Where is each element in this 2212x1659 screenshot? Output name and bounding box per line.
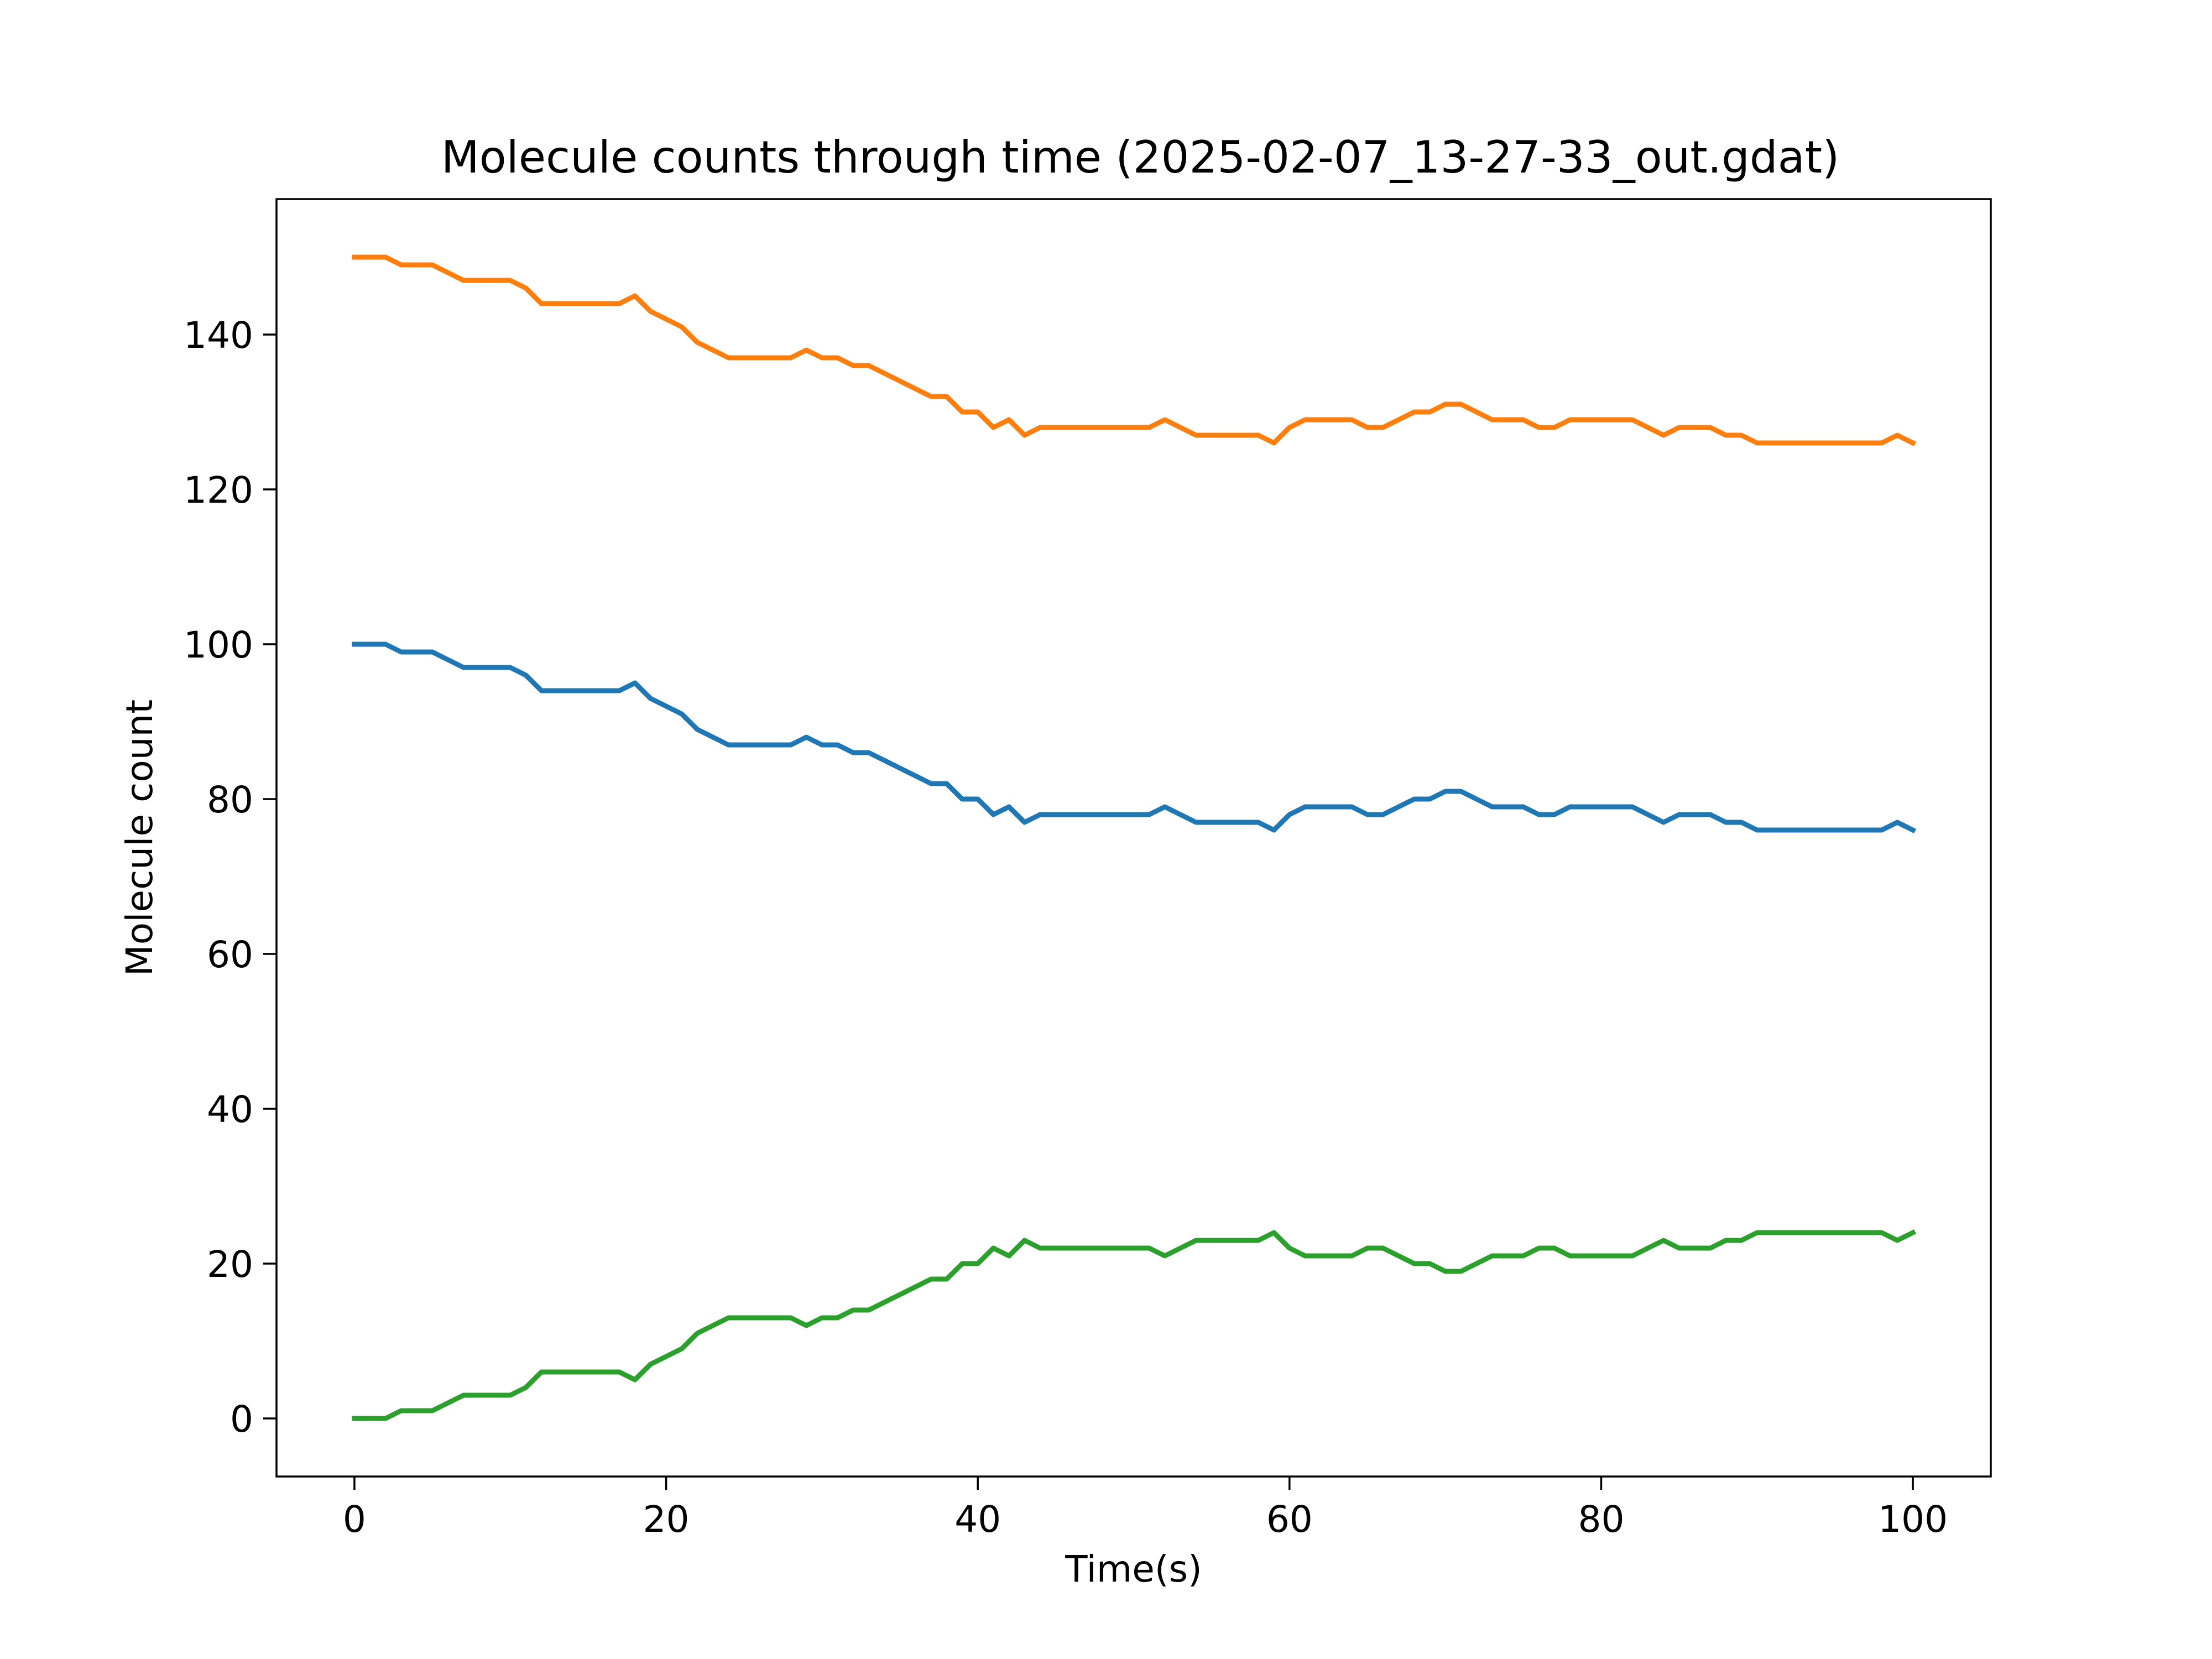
x-tick-label: 100 <box>1878 1498 1948 1541</box>
y-tick-label: 80 <box>207 779 253 821</box>
x-axis: 0 20 40 60 80 100 <box>343 1477 1948 1541</box>
x-tick-label: 80 <box>1578 1498 1624 1541</box>
x-tick-label: 0 <box>343 1498 366 1541</box>
chart-title: Molecule counts through time (2025-02-07… <box>441 132 1840 183</box>
x-tick-label: 40 <box>954 1498 1001 1541</box>
x-tick-label: 60 <box>1266 1498 1313 1541</box>
y-axis: 0 20 40 60 80 100 120 140 <box>184 314 276 1441</box>
y-tick-label: 40 <box>207 1088 253 1131</box>
y-tick-label: 20 <box>207 1243 253 1286</box>
y-axis-label: Molecule count <box>118 700 161 977</box>
series-line-2 <box>352 254 1917 447</box>
plot-area-frame <box>275 198 1992 1478</box>
y-tick-label: 100 <box>184 624 253 666</box>
series-line-3 <box>352 1229 1917 1421</box>
x-axis-label: Time(s) <box>1065 1548 1202 1590</box>
y-tick-label: 140 <box>184 314 253 357</box>
x-tick-label: 20 <box>643 1498 690 1541</box>
series-group <box>352 254 1917 1421</box>
series-line-1 <box>352 641 1917 834</box>
y-tick-label: 0 <box>230 1398 253 1441</box>
y-tick-label: 120 <box>184 469 253 512</box>
y-tick-label: 60 <box>207 933 253 976</box>
